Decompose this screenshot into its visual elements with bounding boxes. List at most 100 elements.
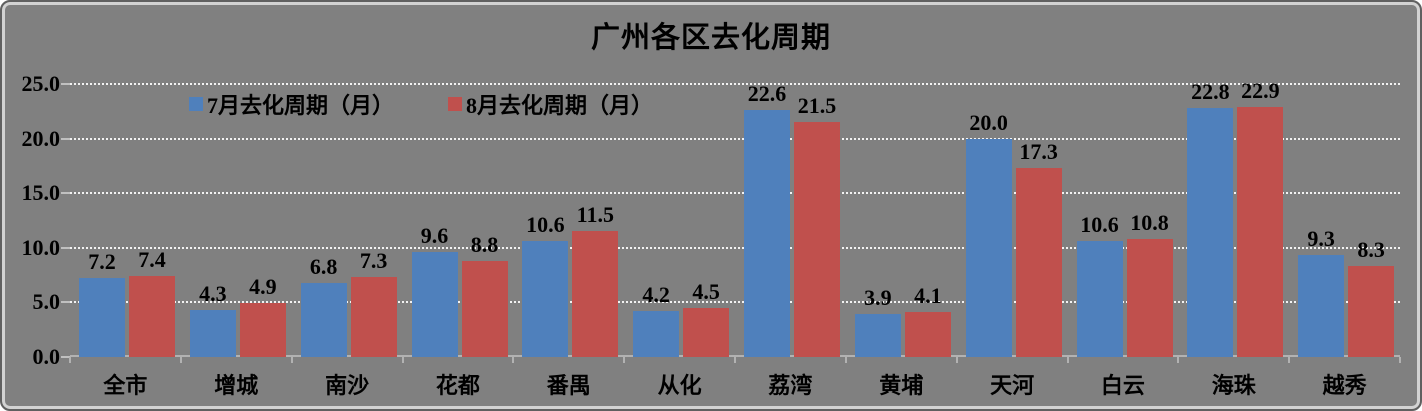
bar <box>854 314 901 357</box>
bar-value-label: 4.9 <box>249 274 277 300</box>
bar-value-label: 3.9 <box>864 285 892 311</box>
bar-value-label: 11.5 <box>576 202 614 228</box>
y-tick-mark <box>61 301 70 304</box>
y-tick-label: 5.0 <box>32 289 61 315</box>
bar <box>744 110 790 357</box>
bar-value-label: 6.8 <box>309 253 338 279</box>
legend-swatch <box>189 97 203 111</box>
y-tick-mark <box>61 137 70 140</box>
chart-title: 广州各区去化周期 <box>590 22 831 54</box>
x-tick-label: 荔湾 <box>768 373 813 398</box>
x-tick-label: 天河 <box>990 373 1035 398</box>
bar <box>904 312 951 357</box>
bar <box>1298 255 1345 357</box>
x-tick-mark <box>623 357 625 363</box>
chart-legend: 7月去化周期（月） 8月去化周期（月） <box>189 88 653 120</box>
x-tick-label: 越秀 <box>1322 373 1367 398</box>
x-tick-mark <box>180 357 182 363</box>
bar <box>189 310 236 357</box>
x-tick-label: 海珠 <box>1211 373 1256 398</box>
bar-value-label: 8.3 <box>1357 237 1385 263</box>
x-tick-mark <box>69 357 71 363</box>
gridline <box>70 137 1400 140</box>
x-tick-mark <box>734 357 736 363</box>
bar-value-label: 22.9 <box>1241 77 1280 103</box>
bar <box>572 231 619 357</box>
y-tick-label: 20.0 <box>21 125 61 151</box>
x-tick-label: 花都 <box>435 373 480 398</box>
y-tick-label: 25.0 <box>21 71 61 96</box>
bar-value-label: 4.2 <box>642 282 670 308</box>
y-tick-label: 10.0 <box>21 234 61 260</box>
gridline <box>70 192 1400 195</box>
x-tick-label: 番禺 <box>546 373 591 398</box>
x-tick-label: 南沙 <box>325 373 370 398</box>
gridline <box>70 301 1400 304</box>
bar-value-label: 22.6 <box>747 81 787 107</box>
bar-value-label: 22.8 <box>1191 79 1230 105</box>
bar <box>1126 239 1173 357</box>
bar <box>1187 108 1234 357</box>
bar <box>350 277 397 357</box>
bar-value-label: 10.6 <box>1080 212 1119 238</box>
bar-value-label: 4.5 <box>692 278 720 304</box>
bar-value-label: 20.0 <box>969 109 1008 135</box>
legend-label: 8月去化周期（月） <box>466 93 654 118</box>
bar <box>633 311 680 357</box>
bar <box>1076 241 1123 357</box>
y-tick-label: 15.0 <box>21 180 61 206</box>
bar-value-label: 4.1 <box>914 283 942 309</box>
bar-value-label: 7.2 <box>88 249 116 275</box>
bar-value-label: 9.3 <box>1307 226 1335 252</box>
bar-value-label: 21.5 <box>797 93 837 119</box>
legend-label: 7月去化周期（月） <box>207 93 395 118</box>
x-tick-mark <box>1067 357 1069 363</box>
legend-item: 7月去化周期（月） <box>189 88 394 120</box>
x-tick-mark <box>402 357 404 363</box>
x-tick-mark <box>1399 357 1401 363</box>
bar-value-label: 8.8 <box>470 231 499 257</box>
bar <box>300 282 347 357</box>
bar-value-label: 7.3 <box>359 248 388 274</box>
bar <box>461 260 508 357</box>
gridline <box>70 83 1400 85</box>
plot-area: 7.2 4.3 6.8 9.6 10.6 4.2 22.6 3.9 20.0 10.6 22.8 9.… <box>69 78 1401 363</box>
y-tick-mark <box>61 192 70 195</box>
bar <box>1348 266 1395 357</box>
y-tick-mark <box>61 83 70 85</box>
bar <box>1237 106 1284 357</box>
y-tick-label: 0.0 <box>32 344 61 369</box>
bar-value-label: 7.4 <box>138 247 166 273</box>
x-tick-label: 全市 <box>103 373 148 398</box>
bar-value-label: 9.6 <box>420 223 449 249</box>
legend-item: 8月去化周期（月） <box>448 88 653 120</box>
bar-value-label: 4.3 <box>199 281 227 307</box>
bar-value-label: 10.8 <box>1130 210 1169 236</box>
bar-value-label: 10.6 <box>526 212 565 238</box>
x-tick-label: 白云 <box>1100 373 1145 398</box>
x-tick-mark <box>1288 357 1290 363</box>
legend-swatch <box>448 97 463 111</box>
bar <box>683 307 730 357</box>
x-tick-mark <box>512 357 514 363</box>
bar <box>794 122 840 357</box>
bar <box>79 278 125 357</box>
bar <box>965 138 1012 357</box>
x-tick-label: 黄埔 <box>879 373 924 398</box>
x-tick-mark <box>291 357 293 363</box>
bar <box>1015 168 1062 357</box>
bar <box>522 241 569 357</box>
bar <box>411 252 458 357</box>
x-tick-label: 增城 <box>214 373 259 398</box>
y-tick-mark <box>61 246 70 249</box>
x-tick-mark <box>1177 357 1179 363</box>
x-tick-label: 从化 <box>657 373 702 398</box>
x-tick-mark <box>956 357 958 363</box>
bar <box>239 303 286 357</box>
bar-value-label: 17.3 <box>1019 139 1058 165</box>
y-tick-mark <box>61 356 70 358</box>
bar <box>129 276 175 357</box>
x-tick-mark <box>845 357 847 363</box>
gridline <box>70 246 1400 249</box>
